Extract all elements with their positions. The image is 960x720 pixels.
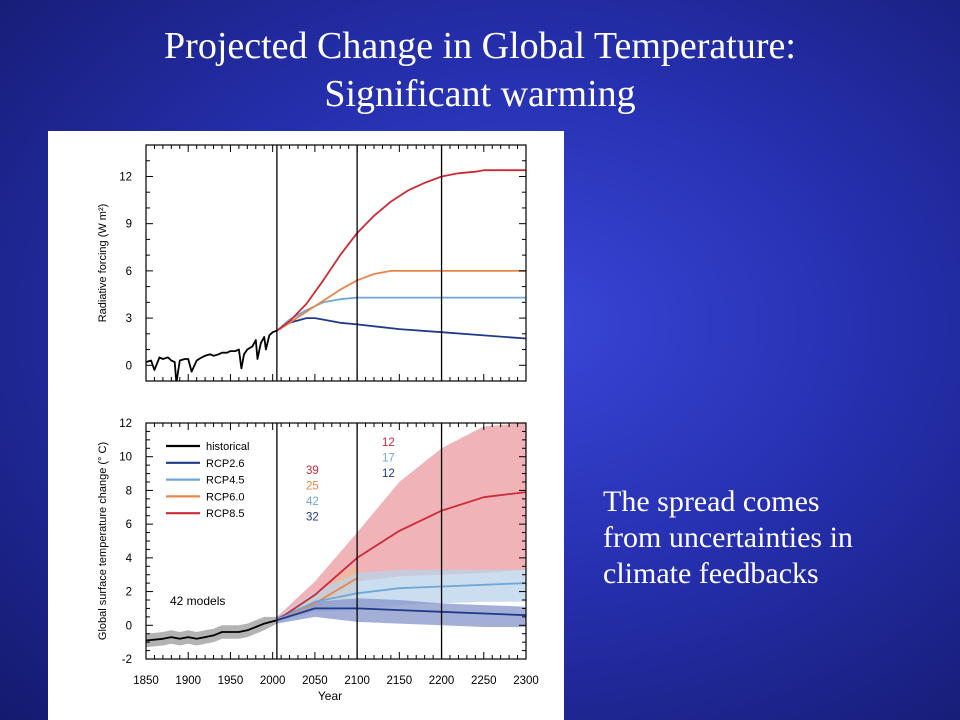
temperature-xtick-label: 1950	[218, 675, 244, 687]
temperature-line-rcp85	[276, 491, 526, 621]
temperature-xtick-label: 2250	[471, 675, 497, 687]
model-count-2300-rcp26: 12	[382, 468, 395, 480]
legend-label-rcp85: RCP8.5	[206, 508, 245, 520]
legend-label-rcp26: RCP2.6	[206, 458, 245, 470]
temperature-line-historical	[146, 619, 278, 642]
forcing-ylabel: Radiative forcing (W m²)	[97, 204, 109, 323]
forcing-plot-area	[146, 169, 526, 381]
model-count-2300-rcp45: 17	[382, 453, 395, 465]
temperature-xtick-label: 1900	[175, 675, 201, 687]
slide-title: Projected Change in Global Temperature: …	[0, 22, 960, 118]
model-count-2100-rcp26: 32	[306, 512, 319, 524]
temperature-ytick-label: 8	[126, 485, 132, 497]
model-count-2100-rcp60: 25	[306, 481, 319, 493]
legend-label-rcp60: RCP6.0	[206, 491, 245, 503]
temperature-line-rcp45	[276, 582, 526, 622]
figure-svg: 0 3 6 9 12 Radiative forcing (W m²) -2 0 2 4 6 8 10…	[97, 144, 539, 703]
temperature-ylabel: Global surface temperature change (° C)	[97, 442, 109, 640]
model-count-2100-rcp85: 39	[306, 465, 319, 477]
forcing-ytick-label: 9	[126, 219, 132, 231]
temperature-band-historical	[146, 616, 277, 648]
legend-label-historical: historical	[206, 441, 249, 453]
forcing-chart: 0 3 6 9 12 Radiative forcing (W m²)	[97, 144, 527, 382]
temperature-plot-area	[146, 423, 526, 648]
forcing-ytick-label: 0	[126, 360, 132, 372]
slide-title-line-2: Significant warming	[324, 73, 636, 115]
temperature-xtick-label: 2300	[513, 675, 539, 687]
forcing-line-rcp60	[276, 270, 526, 332]
forcing-ytick-label: 12	[119, 171, 132, 183]
side-note-line-1: The spread comes	[603, 485, 820, 518]
temperature-xlabel: Year	[318, 689, 342, 703]
forcing-ytick-label: 3	[126, 313, 132, 325]
forcing-line-rcp85	[276, 169, 526, 332]
models-annotation: 42 models	[170, 594, 225, 608]
slide-title-line-1: Projected Change in Global Temperature:	[164, 25, 796, 67]
figure-panel: 0 3 6 9 12 Radiative forcing (W m²) -2 0 2 4 6 8 10…	[48, 131, 564, 720]
temperature-ytick-label: 2	[126, 587, 132, 599]
temperature-chart: -2 0 2 4 6 8 10 12 Global surface temperature ch…	[97, 418, 539, 703]
temperature-band-rcp26	[276, 598, 526, 627]
model-count-2100-rcp45: 42	[306, 496, 319, 508]
temperature-xtick-label: 2000	[260, 675, 286, 687]
temperature-xtick-label: 2150	[387, 675, 413, 687]
forcing-line-rcp45	[276, 296, 526, 332]
side-note: The spread comes from uncertainties in c…	[603, 484, 943, 592]
side-note-line-3: climate feedbacks	[603, 557, 819, 590]
side-note-line-2: from uncertainties in	[603, 521, 853, 554]
temperature-ytick-label: 10	[119, 452, 132, 464]
temperature-xtick-label: 2200	[429, 675, 455, 687]
forcing-frame	[145, 144, 527, 382]
legend-label-rcp45: RCP4.5	[206, 475, 245, 487]
forcing-line-rcp26	[276, 317, 526, 340]
forcing-ytick-label: 6	[126, 266, 132, 278]
forcing-line-historical	[146, 329, 278, 381]
temperature-line-rcp26	[276, 607, 526, 622]
temperature-ytick-label: 0	[126, 620, 132, 632]
temperature-ytick-label: 12	[119, 418, 132, 430]
temperature-xtick-label: 2100	[344, 675, 370, 687]
temperature-ytick-label: -2	[122, 654, 132, 666]
temperature-ytick-label: 6	[126, 519, 132, 531]
temperature-xtick-label: 1850	[133, 675, 159, 687]
model-count-2300-rcp85: 12	[382, 437, 395, 449]
temperature-xtick-label: 2050	[302, 675, 328, 687]
temperature-ytick-label: 4	[126, 553, 133, 565]
